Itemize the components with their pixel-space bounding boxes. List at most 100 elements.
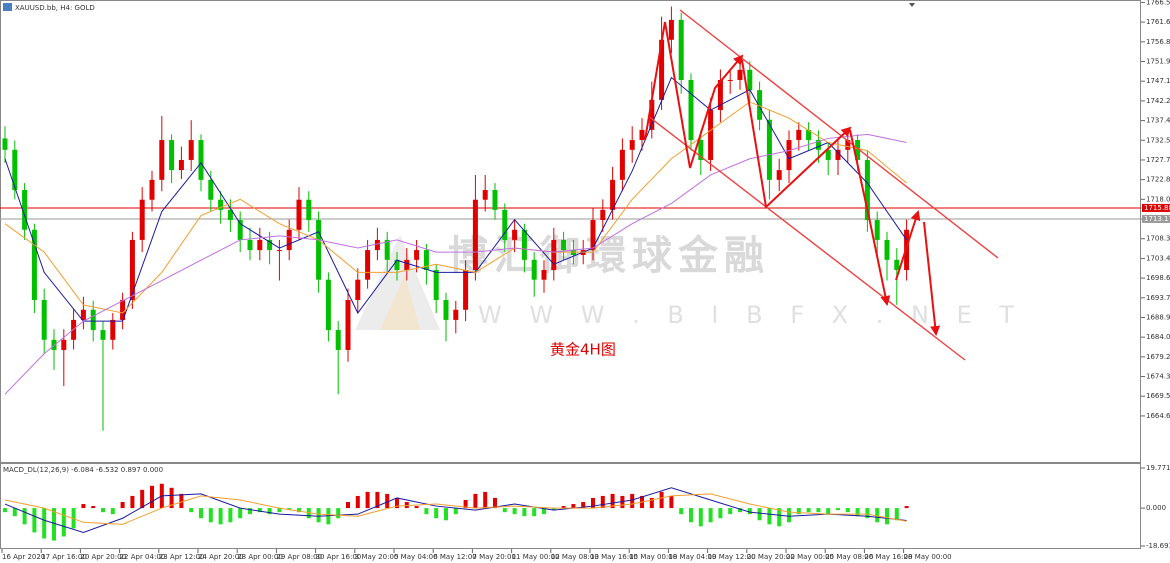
indicator-line (4, 101, 907, 314)
histogram-bar (698, 508, 703, 527)
candle-body (247, 239, 253, 251)
y-tick-label: 1718.00 (1146, 195, 1170, 203)
x-tick-label: 16 Apr 2020 (2, 553, 45, 561)
histogram-bar (747, 508, 752, 515)
x-tick-label: 29 Apr 08:00 (276, 553, 322, 561)
macd-title: MACD_DL(12,26,9) -6.084 -6.532 0.897 0.0… (3, 466, 163, 474)
x-tick-label: 22 Apr 04:00 (120, 553, 166, 561)
y-tick-label: -18.693 (1146, 542, 1170, 550)
histogram-bar (365, 491, 370, 509)
candle-body (864, 159, 870, 221)
candle-body (394, 259, 400, 270)
candle-body (874, 220, 880, 240)
x-tick-label: 23 Apr 12:00 (159, 553, 205, 561)
candle-body (678, 19, 684, 80)
histogram-bar (561, 506, 566, 509)
candle-body (433, 269, 439, 301)
histogram-bar (257, 508, 262, 513)
candle-body (110, 319, 116, 340)
candle-body (355, 279, 361, 301)
histogram-bar (81, 504, 86, 509)
histogram-bar (591, 497, 595, 509)
histogram-bar (297, 508, 301, 513)
histogram-bar (610, 493, 615, 509)
histogram-bar (708, 508, 713, 523)
histogram-bar (52, 508, 56, 541)
y-tick-label: 1708.30 (1146, 235, 1170, 243)
x-tick-label: 18 May 04:00 (668, 553, 716, 561)
price-tag-label: 1715.88 (1144, 204, 1170, 212)
candle-body (737, 69, 743, 80)
histogram-bar (150, 485, 154, 509)
histogram-bar (306, 508, 311, 519)
histogram-bar (238, 508, 243, 519)
candle-body (443, 300, 449, 320)
watermark-title: 博汇御環球金融 (448, 233, 770, 279)
candle-body (747, 69, 753, 91)
candle-body (492, 189, 498, 210)
y-tick-label: 1747.10 (1146, 77, 1170, 85)
x-tick-label: 3 May 20:00 (355, 553, 399, 561)
histogram-bar (620, 495, 625, 509)
y-tick-label: 1703.45 (1146, 254, 1170, 262)
histogram-bar (3, 508, 7, 513)
x-tick-label: 28 Apr 00:00 (237, 553, 283, 561)
histogram-bar (208, 508, 213, 523)
chart-title: XAUUSD.bb, H4: GOLD (15, 4, 95, 12)
candle-body (610, 179, 616, 210)
candle-body (120, 300, 126, 320)
candle-body (776, 170, 782, 180)
watermark-logo (355, 235, 440, 330)
candle-body (482, 189, 488, 200)
candle-body (472, 199, 478, 270)
histogram-bar (894, 508, 899, 521)
y-tick-label: 1693.75 (1146, 294, 1170, 302)
y-tick-label: 1669.50 (1146, 392, 1170, 400)
histogram-bar (42, 508, 47, 539)
candle-body (296, 199, 302, 230)
x-tick-label: 28 May 00:00 (904, 553, 952, 561)
annotation: 黄金4H图 (550, 341, 616, 359)
candle-body (22, 189, 28, 230)
histogram-bar (336, 508, 341, 519)
candle-body (149, 179, 155, 200)
histogram-bar (659, 491, 664, 509)
x-tick-label: 30 Apr 16:00 (316, 553, 362, 561)
y-tick-label: 1727.70 (1146, 156, 1170, 164)
wave-arrow (895, 210, 921, 281)
candle-body (365, 250, 371, 280)
candle-body (12, 149, 18, 190)
histogram-bar (169, 487, 174, 509)
trend-annotations (644, 9, 999, 361)
candle-body (257, 239, 263, 251)
histogram-bar (875, 508, 880, 523)
candle-body (668, 19, 674, 40)
candle-body (61, 339, 67, 350)
candle-body (198, 140, 204, 180)
candle-body (169, 140, 175, 171)
histogram-bar (346, 502, 350, 509)
x-tick-label: 15 May 00:00 (629, 553, 677, 561)
candle-body (404, 259, 410, 270)
histogram-bar (267, 508, 272, 515)
histogram-bar (404, 502, 409, 509)
histogram-bar (551, 508, 556, 511)
histogram-bar (395, 497, 399, 509)
histogram-bar (130, 495, 135, 509)
candle-body (502, 209, 508, 240)
watermark-logo (380, 275, 420, 330)
histogram-bar (689, 508, 693, 523)
histogram-bar (179, 493, 184, 509)
candle-body (541, 269, 547, 280)
histogram-bar (248, 508, 252, 515)
candle-body (717, 79, 723, 111)
candle-body (551, 239, 557, 270)
histogram-bar (767, 508, 772, 525)
histogram-bar (355, 495, 360, 509)
candle-body (521, 229, 527, 260)
wave-arrow (741, 59, 852, 210)
x-tick-label: 7 May 20:00 (472, 553, 516, 561)
candle-body (345, 300, 351, 350)
histogram-bar (287, 508, 292, 511)
candle-body (31, 229, 37, 301)
